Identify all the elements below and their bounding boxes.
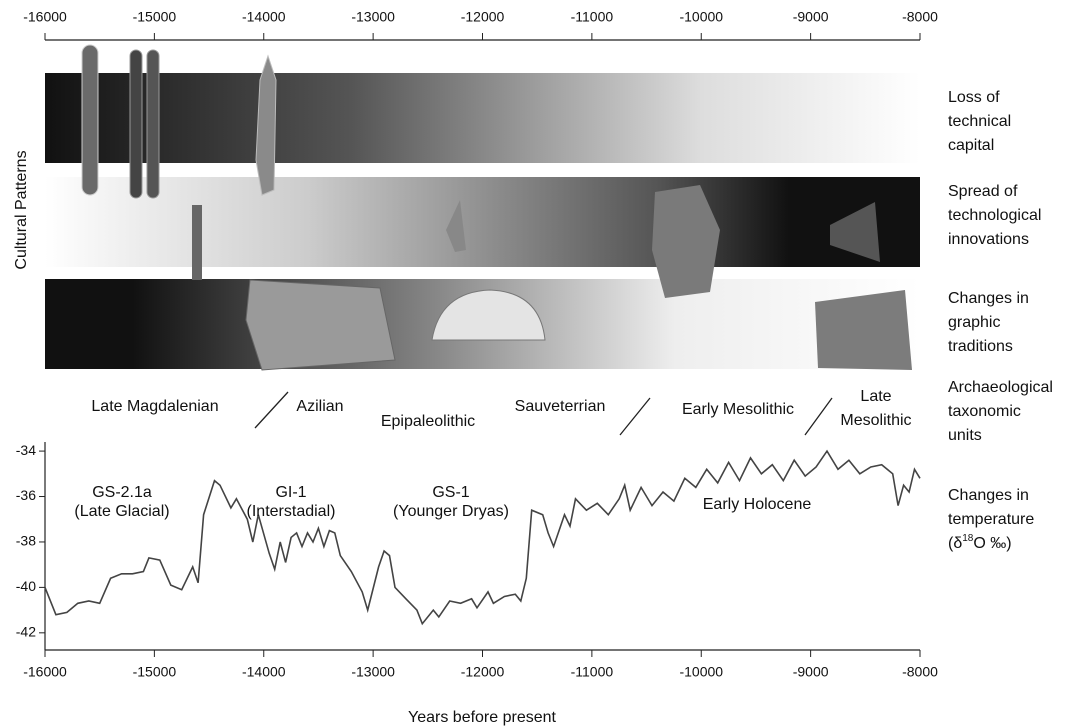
climate-label: GS-1 [432,484,469,501]
row-label: taxonomic [948,403,1021,420]
separator [619,397,651,436]
row-label: traditions [948,338,1013,355]
climate-label: GI-1 [275,484,306,501]
temperature-unit: (δ18O ‰) [948,533,1012,552]
x-tick-label: -12000 [461,9,505,25]
y-tick-label: -42 [16,624,36,640]
row-label: Changes in [948,290,1029,307]
unit-label: Sauveterrian [515,398,606,415]
artifacts [81,44,912,371]
x-tick-label: -15000 [133,9,177,25]
x-axis-title: Years before present [408,709,557,726]
climate-label: GS-2.1a [92,484,152,501]
x-tick-label: -11000 [571,664,614,680]
row-label: units [948,427,982,444]
y-tick-label: -36 [16,487,36,503]
row-label: capital [948,137,994,154]
x-tick-label: -10000 [679,9,723,25]
temperature-unit-part: 18 [962,533,974,544]
row-label: Loss of [948,89,1000,106]
row-label: graphic [948,314,1000,331]
climate-label: (Late Glacial) [74,503,169,520]
unit-label: Epipaleolithic [381,413,475,430]
x-tick-label: -9000 [793,664,829,680]
x-tick-label: -10000 [679,664,723,680]
row-label: technological [948,207,1041,224]
unit-label: Late [860,388,891,405]
x-tick-label: -9000 [793,9,829,25]
temperature-unit-part: (δ [948,535,962,552]
row-label: Archaeological [948,379,1053,396]
unit-label: Late Magdalenian [91,398,218,415]
y-tick-label: -34 [16,442,36,458]
x-tick-label: -14000 [242,664,286,680]
climate-label: Early Holocene [703,496,812,513]
x-tick-label: -13000 [351,9,395,25]
y-tick-label: -40 [16,578,36,594]
x-tick-label: -14000 [242,9,286,25]
y-axis-title: Cultural Patterns [13,150,30,269]
x-tick-label: -12000 [461,664,505,680]
band [45,177,920,267]
band [45,73,920,163]
temperature-unit-part: O ‰) [973,535,1011,552]
row-label: technical [948,113,1011,130]
separator [254,391,289,429]
climate-label: (Interstadial) [247,503,336,520]
x-tick-label: -8000 [902,9,938,25]
row-label: temperature [948,511,1034,528]
y-tick-label: -38 [16,533,36,549]
separator [804,397,833,436]
x-tick-label: -11000 [571,9,614,25]
unit-label: Mesolithic [840,412,911,429]
climate-label: (Younger Dryas) [393,503,509,520]
unit-label: Early Mesolithic [682,401,794,418]
row-label: innovations [948,231,1029,248]
x-tick-label: -15000 [133,664,177,680]
unit-label: Azilian [296,398,343,415]
x-tick-label: -16000 [23,664,67,680]
x-tick-label: -8000 [902,664,938,680]
row-label: Spread of [948,183,1018,200]
x-tick-label: -16000 [23,9,67,25]
temperature-line [44,449,921,626]
row-label: Changes in [948,487,1029,504]
x-tick-label: -13000 [351,664,395,680]
